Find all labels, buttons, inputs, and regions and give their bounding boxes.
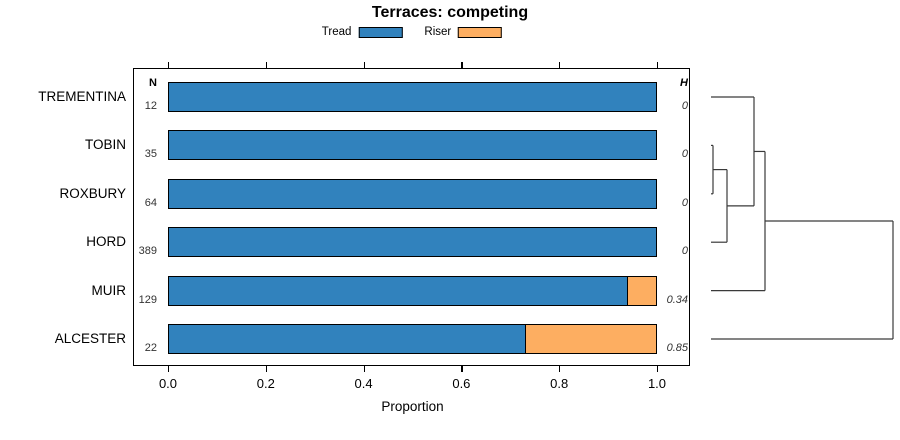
n-value: 389 (138, 245, 157, 258)
n-value: 129 (138, 293, 157, 306)
x-axis-label: Proportion (381, 399, 444, 414)
stacked-bar (168, 82, 657, 112)
category-label: ALCESTER (54, 331, 126, 346)
axis-tick (461, 62, 463, 68)
category-label: TREMENTINA (38, 89, 126, 104)
h-value: 0.34 (666, 293, 688, 306)
stacked-bar (168, 178, 657, 209)
h-value: 0 (681, 245, 688, 258)
legend-swatch (458, 26, 503, 38)
n-value: 35 (144, 148, 157, 161)
bar-segment-tread (169, 83, 656, 111)
bar-segment-tread (169, 228, 656, 257)
legend-swatch (358, 26, 403, 38)
category-label: HORD (86, 234, 126, 250)
axis-tick (168, 62, 170, 68)
axis-tick (363, 366, 365, 372)
axis-tick (657, 366, 659, 372)
axis-tick-label: 0.8 (550, 376, 569, 391)
stacked-bar (168, 130, 657, 161)
category-label: MUIR (91, 282, 127, 298)
bar-segment-tread (169, 325, 525, 353)
axis-tick-label: 0.6 (452, 376, 471, 391)
legend: Tread Riser (322, 26, 503, 38)
axis-tick (265, 366, 268, 372)
h-value: 0 (681, 148, 688, 161)
n-value: 64 (144, 196, 157, 209)
axis-tick (559, 62, 561, 68)
axis-tick (657, 62, 659, 68)
category-label: ROXBURY (59, 185, 126, 201)
legend-item: Tread (322, 26, 403, 38)
axis-tick (559, 366, 561, 372)
category-label: TOBIN (84, 137, 126, 153)
stacked-bar (168, 227, 657, 258)
stacked-bar (168, 324, 657, 354)
bar-segment-riser (524, 325, 656, 353)
axis-tick-label: 1.0 (647, 376, 667, 391)
stacked-bar (168, 275, 657, 306)
chart-title: Terraces: competing (371, 4, 529, 21)
h-value: 0.85 (666, 342, 688, 354)
bar-segment-tread (169, 131, 656, 160)
h-value: 0 (681, 100, 688, 112)
n-value: 12 (144, 100, 157, 112)
axis-tick-label: 0.0 (158, 376, 178, 391)
bar-segment-riser (626, 276, 656, 305)
legend-label: Tread (321, 26, 352, 38)
axis-tick-label: 0.4 (354, 376, 373, 391)
plot-area (133, 68, 690, 366)
n-value: 22 (144, 342, 157, 354)
n-column-header: N (149, 77, 157, 89)
axis-tick (461, 366, 463, 372)
axis-tick (363, 62, 365, 68)
legend-label: Riser (424, 26, 452, 38)
bar-segment-tread (169, 179, 656, 208)
h-value: 0 (681, 196, 688, 209)
axis-tick (265, 62, 268, 68)
axis-tick-label: 0.2 (256, 376, 275, 391)
legend-item: Riser (424, 26, 503, 38)
bar-segment-tread (169, 276, 627, 305)
h-column-header: H (680, 77, 688, 89)
axis-tick (168, 366, 170, 372)
